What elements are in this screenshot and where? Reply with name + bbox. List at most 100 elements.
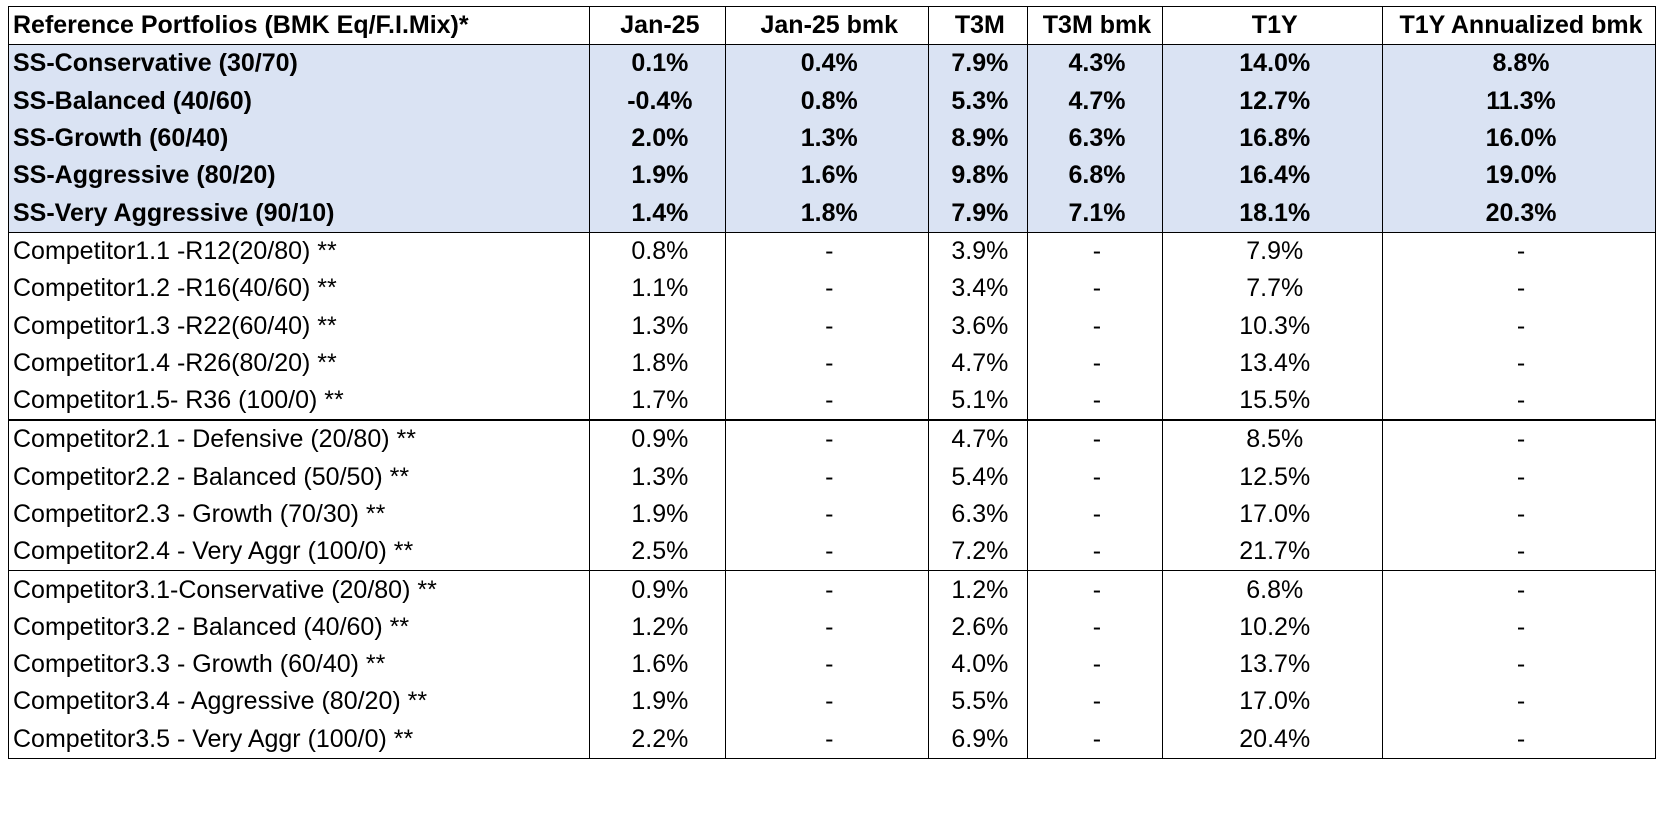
portfolio-returns-table: Reference Portfolios (BMK Eq/F.I.Mix)* J… [7,5,1656,759]
t3m-cell: 6.9% [928,720,1028,759]
t3m-cell: 3.4% [928,270,1028,308]
portfolio-name-cell: Competitor1.1 -R12(20/80) ** [7,232,591,271]
t1y-bmk-cell: - [1382,307,1656,345]
jan25-bmk-cell: - [725,495,930,534]
t1y-cell: 14.0% [1162,44,1384,83]
table-row: SS-Conservative (30/70) 0.1% 0.4% 7.9% 4.3% 1… [7,44,1656,83]
table-row: Competitor2.2 - Balanced (50/50) ** 1.3% -… [7,458,1656,496]
t1y-cell: 15.5% [1162,381,1384,422]
table-row: Competitor3.5 - Very Aggr (100/0) ** 2.2%… [7,720,1656,759]
portfolio-name-cell: Competitor2.3 - Growth (70/30) ** [7,495,591,534]
t1y-bmk-cell: 8.8% [1382,44,1656,83]
header-jan25: Jan-25 [589,5,727,46]
jan25-bmk-cell: - [725,458,930,496]
t3m-cell: 5.3% [928,82,1028,120]
t1y-bmk-cell: - [1382,533,1656,572]
table-row: Competitor3.4 - Aggressive (80/20) ** 1.9… [7,683,1656,721]
t1y-cell: 7.9% [1162,232,1384,271]
header-t3m: T3M [928,5,1028,46]
jan25-cell: 1.9% [589,157,727,195]
header-t3m-bmk: T3M bmk [1026,5,1164,46]
t1y-cell: 12.5% [1162,458,1384,496]
t3m-bmk-cell: - [1026,533,1164,572]
jan25-cell: 0.9% [589,570,727,609]
header-reference-portfolios: Reference Portfolios (BMK Eq/F.I.Mix)* [7,5,591,46]
t3m-cell: 5.1% [928,381,1028,422]
t3m-cell: 7.9% [928,194,1028,233]
t1y-bmk-cell: - [1382,495,1656,534]
portfolio-name-cell: Competitor1.4 -R26(80/20) ** [7,344,591,382]
table-row: Competitor3.3 - Growth (60/40) ** 1.6% -4.… [7,646,1656,684]
t3m-cell: 5.5% [928,683,1028,721]
jan25-bmk-cell: - [725,608,930,647]
table-row: Competitor1.5- R36 (100/0) ** 1.7% -5.1% -1… [7,381,1656,422]
jan25-cell: 1.7% [589,381,727,422]
t3m-bmk-cell: 7.1% [1026,194,1164,233]
t3m-bmk-cell: - [1026,495,1164,534]
table-row: SS-Growth (60/40) 2.0% 1.3% 8.9% 6.3% 16.8% 16… [7,119,1656,158]
t3m-cell: 2.6% [928,608,1028,647]
jan25-cell: 2.0% [589,119,727,158]
table-body: SS-Conservative (30/70) 0.1% 0.4% 7.9% 4.3% 1… [7,44,1656,759]
t3m-bmk-cell: - [1026,608,1164,647]
header-t1y: T1Y [1162,5,1384,46]
portfolio-name-cell: SS-Growth (60/40) [7,119,591,158]
portfolio-name-cell: Competitor1.2 -R16(40/60) ** [7,270,591,308]
portfolio-name-cell: Competitor3.4 - Aggressive (80/20) ** [7,683,591,721]
t1y-cell: 16.4% [1162,157,1384,195]
portfolio-name-cell: Competitor3.1-Conservative (20/80) ** [7,570,591,609]
portfolio-name-cell: SS-Balanced (40/60) [7,82,591,120]
t1y-bmk-cell: - [1382,420,1656,459]
t1y-bmk-cell: - [1382,646,1656,684]
t1y-cell: 13.4% [1162,344,1384,382]
jan25-cell: 1.1% [589,270,727,308]
t3m-cell: 1.2% [928,570,1028,609]
header-t1y-annualized-bmk: T1Y Annualized bmk [1382,5,1656,46]
t1y-cell: 8.5% [1162,420,1384,459]
t3m-bmk-cell: 6.8% [1026,157,1164,195]
table-header-row: Reference Portfolios (BMK Eq/F.I.Mix)* J… [7,5,1656,46]
portfolio-name-cell: Competitor2.2 - Balanced (50/50) ** [7,458,591,496]
t1y-cell: 16.8% [1162,119,1384,158]
t3m-cell: 4.7% [928,420,1028,459]
t3m-cell: 3.6% [928,307,1028,345]
t3m-bmk-cell: - [1026,720,1164,759]
jan25-bmk-cell: 0.4% [725,44,930,83]
jan25-cell: 2.2% [589,720,727,759]
table-row: Competitor1.1 -R12(20/80) ** 0.8% -3.9% -7.… [7,232,1656,271]
t1y-bmk-cell: - [1382,458,1656,496]
t1y-bmk-cell: - [1382,344,1656,382]
t3m-bmk-cell: 4.7% [1026,82,1164,120]
portfolio-name-cell: SS-Aggressive (80/20) [7,157,591,195]
t3m-cell: 4.0% [928,646,1028,684]
jan25-bmk-cell: 0.8% [725,82,930,120]
jan25-bmk-cell: - [725,683,930,721]
t1y-bmk-cell: 11.3% [1382,82,1656,120]
t1y-bmk-cell: 16.0% [1382,119,1656,158]
t3m-bmk-cell: - [1026,381,1164,422]
t3m-cell: 7.2% [928,533,1028,572]
jan25-bmk-cell: - [725,570,930,609]
t1y-cell: 10.2% [1162,608,1384,647]
t3m-bmk-cell: - [1026,270,1164,308]
t3m-cell: 9.8% [928,157,1028,195]
jan25-bmk-cell: 1.8% [725,194,930,233]
t1y-bmk-cell: - [1382,270,1656,308]
portfolio-name-cell: SS-Conservative (30/70) [7,44,591,83]
jan25-cell: 1.9% [589,495,727,534]
jan25-cell: 0.9% [589,420,727,459]
t1y-cell: 6.8% [1162,570,1384,609]
portfolio-name-cell: Competitor1.3 -R22(60/40) ** [7,307,591,345]
portfolio-name-cell: Competitor1.5- R36 (100/0) ** [7,381,591,422]
jan25-bmk-cell: - [725,270,930,308]
jan25-cell: 1.9% [589,683,727,721]
t1y-bmk-cell: - [1382,683,1656,721]
jan25-bmk-cell: 1.3% [725,119,930,158]
jan25-cell: 1.2% [589,608,727,647]
jan25-cell: 1.3% [589,307,727,345]
jan25-bmk-cell: - [725,381,930,422]
jan25-cell: 1.6% [589,646,727,684]
jan25-bmk-cell: - [725,646,930,684]
jan25-cell: 1.3% [589,458,727,496]
table-row: Competitor1.3 -R22(60/40) ** 1.3% -3.6% -10… [7,307,1656,345]
